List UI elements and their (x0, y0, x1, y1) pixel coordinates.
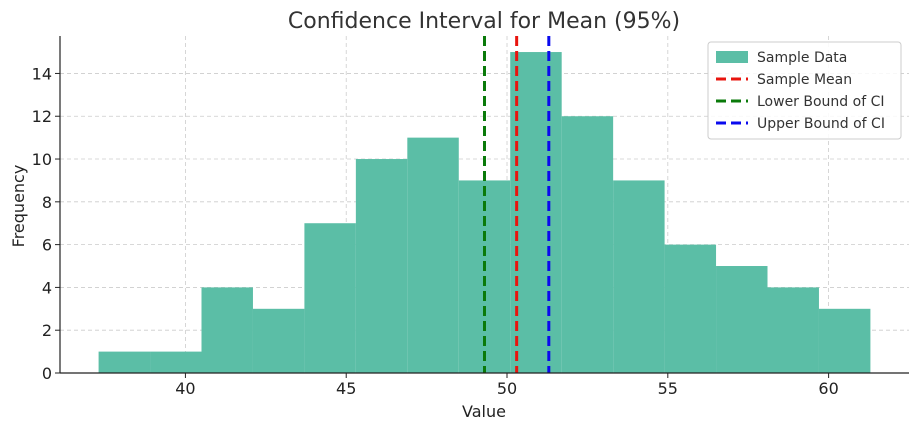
y-tick-label: 14 (32, 64, 52, 83)
histogram-bar (664, 244, 717, 373)
histogram-bar (407, 137, 459, 373)
legend-swatch (716, 51, 748, 63)
ci-lines (483, 36, 551, 373)
x-tick-label: 50 (497, 379, 517, 398)
histogram-bar (716, 266, 768, 373)
histogram-bar (355, 159, 408, 373)
histogram-bar (561, 116, 614, 373)
y-tick-label: 2 (42, 321, 52, 340)
y-ticks: 0 2 4 6 8 10 12 14 (32, 64, 60, 383)
y-tick-label: 10 (32, 150, 52, 169)
histogram-bar (510, 52, 562, 374)
chart-title: Confidence Interval for Mean (95%) (288, 9, 680, 34)
histogram-bar (304, 223, 356, 373)
y-tick-label: 12 (32, 107, 52, 126)
x-tick-label: 40 (175, 379, 195, 398)
y-tick-label: 8 (42, 193, 52, 212)
histogram-bar (613, 180, 665, 373)
legend: Sample Data Sample Mean Lower Bound of CI U… (707, 41, 902, 140)
histogram-bar (98, 351, 151, 373)
x-axis-label: Value (462, 402, 506, 421)
y-tick-label: 0 (42, 364, 52, 383)
x-tick-label: 55 (658, 379, 678, 398)
y-axis-label: Frequency (9, 165, 28, 248)
histogram-bar (252, 308, 305, 373)
y-tick-label: 6 (42, 236, 52, 255)
histogram-bar (201, 287, 253, 373)
x-tick-label: 45 (336, 379, 356, 398)
legend-label: Sample Data (757, 50, 847, 66)
x-ticks: 40 45 50 55 60 (175, 373, 839, 398)
axes (59, 36, 909, 374)
legend-label: Upper Bound of CI (757, 116, 885, 132)
histogram-bar (818, 308, 871, 373)
legend-label: Sample Mean (757, 72, 852, 88)
histogram-bar (150, 351, 202, 373)
x-tick-label: 60 (818, 379, 838, 398)
legend-label: Lower Bound of CI (757, 94, 885, 110)
legend-box (707, 41, 902, 140)
histogram-bar (767, 287, 819, 373)
y-tick-label: 4 (42, 278, 52, 297)
